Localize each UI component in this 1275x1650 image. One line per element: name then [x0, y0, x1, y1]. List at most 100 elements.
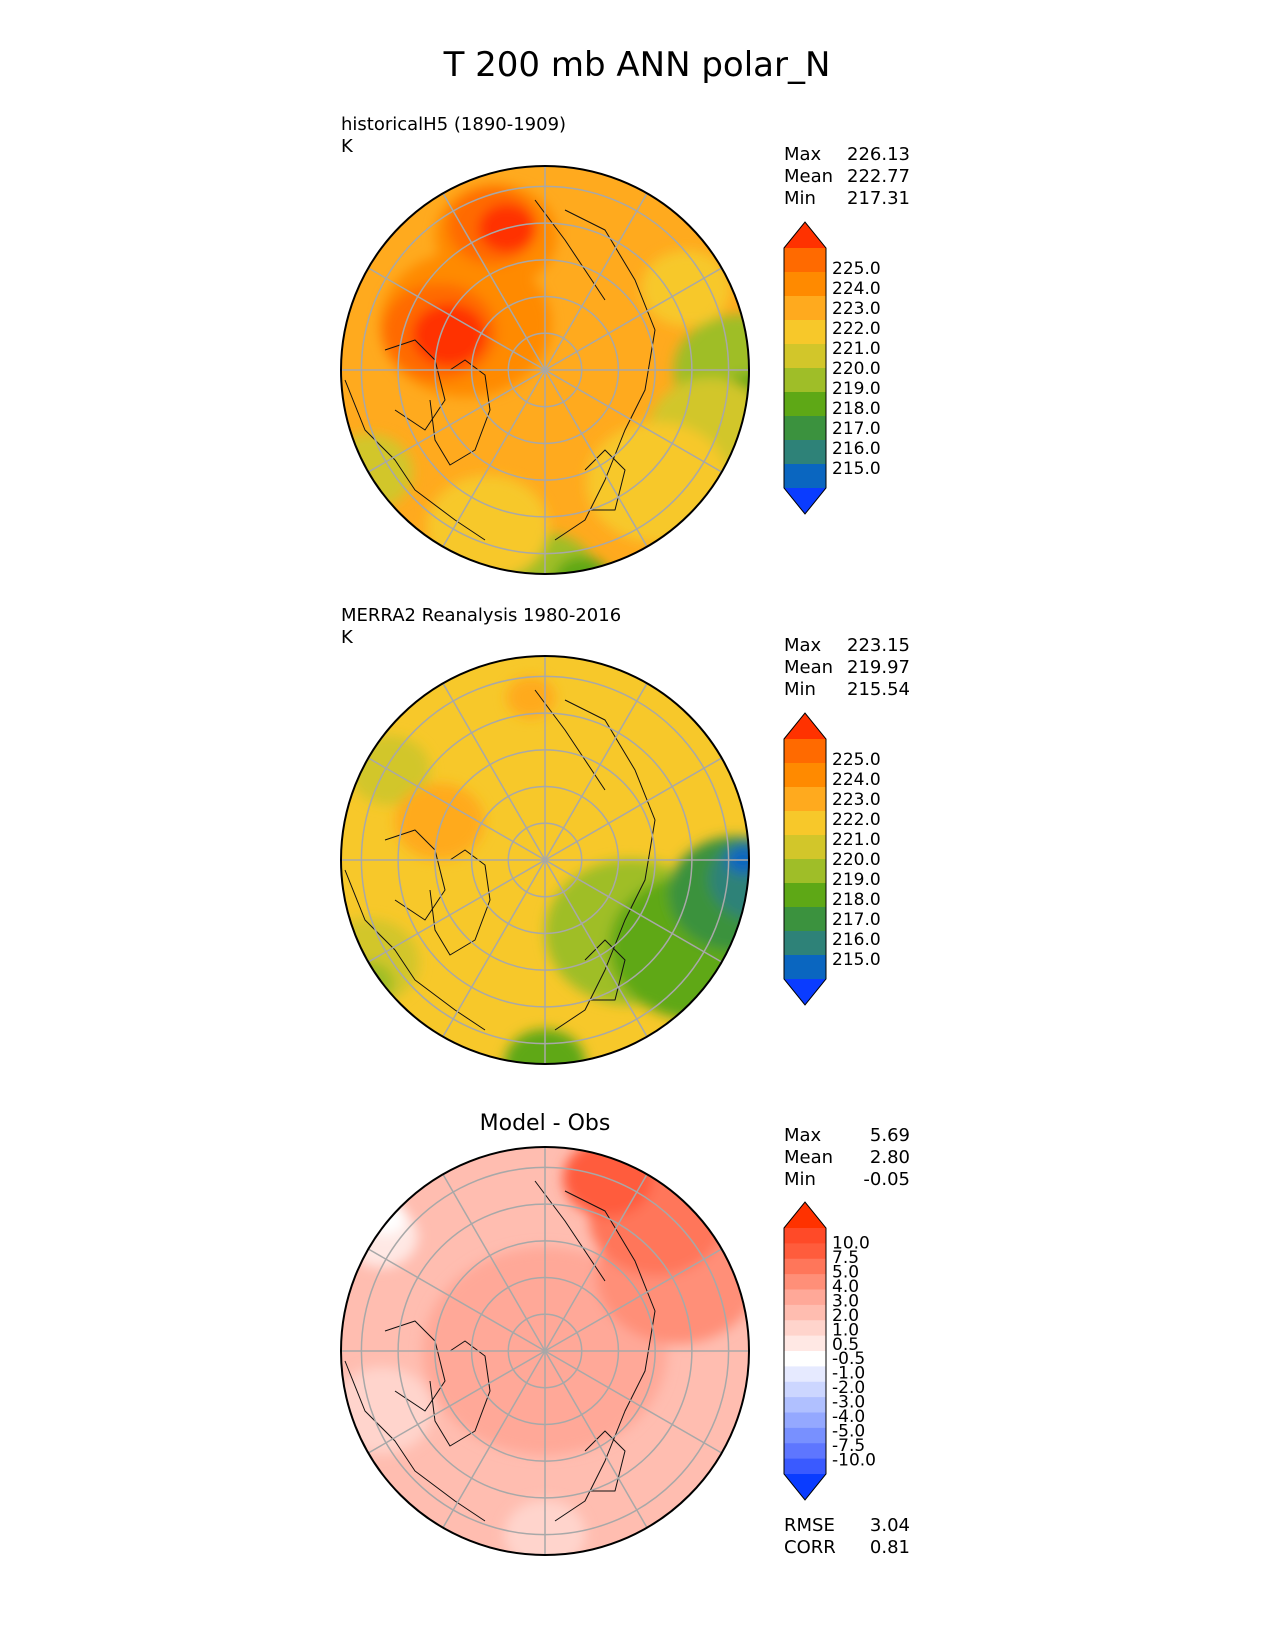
stat-value: 223.15	[847, 635, 910, 656]
colorbar-tick-label: 216.0	[832, 930, 881, 950]
colorbar-segment	[784, 1351, 826, 1367]
colorbar-extend-top	[784, 222, 826, 248]
stat-label: Mean	[784, 166, 833, 187]
colorbar-tick-label: 219.0	[832, 870, 881, 890]
colorbar-tick-label: 217.0	[832, 419, 881, 439]
colorbar-segment	[784, 835, 826, 860]
panel-title: Model - Obs	[480, 1111, 611, 1136]
colorbar-segment	[784, 1366, 826, 1383]
colorbar-tick-label: 225.0	[832, 750, 881, 770]
coastline	[384, 1320, 446, 1412]
colorbar-segment	[784, 440, 826, 465]
map-boundary	[340, 655, 750, 1065]
colorbar-segment	[784, 392, 826, 417]
panel-1: historicalH5 (1890-1909)K Max 226.13 Mean 22…	[340, 114, 910, 575]
colorbar: 10.07.55.04.03.02.01.00.5-0.5-1.0-2.0-3.…	[783, 1201, 876, 1501]
colorbar-tick-label: 224.0	[832, 279, 881, 299]
stat-value: 5.69	[870, 1125, 910, 1146]
colorbar-tick-label: 225.0	[832, 259, 881, 279]
stat-value: 2.80	[870, 1147, 910, 1168]
panel-units: K	[341, 136, 354, 157]
colorbar-segment	[784, 320, 826, 345]
colorbar-extend-bottom	[784, 488, 826, 514]
colorbar-tick-label: 219.0	[832, 379, 881, 399]
coastline	[584, 939, 626, 1001]
colorbar-tick-label: 223.0	[832, 299, 881, 319]
colorbar-tick-label: 223.0	[832, 790, 881, 810]
stat-label: Min	[784, 1169, 816, 1190]
colorbar-tick-label: 2.0	[832, 1306, 859, 1326]
colorbar-segment	[784, 787, 826, 812]
colorbar-segment	[784, 1289, 826, 1306]
meridian	[544, 757, 723, 861]
coastline	[534, 689, 606, 791]
meridian	[544, 1248, 723, 1352]
colorbar-tick-label: 1.0	[832, 1320, 859, 1340]
stat-value: -0.05	[863, 1169, 910, 1190]
colorbar-tick-label: 7.5	[832, 1248, 859, 1268]
colorbar-segment	[784, 1458, 826, 1475]
field-region	[553, 556, 611, 574]
meridian	[544, 682, 648, 861]
colorbar-segment	[784, 248, 826, 273]
meridian	[442, 1350, 546, 1529]
colorbar-segment	[784, 464, 826, 489]
stat-value: 219.97	[847, 657, 910, 678]
meridian	[367, 757, 546, 861]
colorbar-outline	[783, 221, 827, 515]
graticule	[341, 1147, 749, 1555]
field-region	[506, 676, 556, 719]
graticule	[341, 166, 749, 574]
colorbar-tick-label: 221.0	[832, 830, 881, 850]
coastline	[344, 869, 486, 1031]
colorbar-segment	[784, 368, 826, 393]
stat-value: 226.13	[847, 144, 910, 165]
colorbar-extend-bottom	[784, 979, 826, 1005]
colorbar-tick-label: 3.0	[832, 1291, 859, 1311]
colorbar: 225.0224.0223.0222.0221.0220.0219.0218.0…	[783, 221, 881, 515]
colorbar-segment	[784, 811, 826, 836]
colorbar-segment	[784, 1381, 826, 1398]
colorbar-tick-label: 215.0	[832, 459, 881, 479]
colorbar-tick-label: -4.0	[832, 1407, 865, 1427]
colorbar-segment	[784, 416, 826, 441]
colorbar-segment	[784, 1304, 826, 1321]
meridian	[367, 859, 546, 963]
colorbar-segment	[784, 272, 826, 297]
coastline	[384, 339, 446, 431]
figure-title: T 200 mb ANN polar_N	[443, 45, 831, 85]
colorbar-extend-top	[784, 1202, 826, 1228]
meridian	[367, 369, 546, 473]
colorbar-segment	[784, 1228, 826, 1244]
meridian	[544, 267, 723, 371]
colorbar-segment	[784, 1258, 826, 1275]
map-boundary	[340, 165, 750, 575]
stat-label: Min	[784, 188, 816, 209]
meridian	[544, 1350, 723, 1454]
colorbar-tick-label: 10.0	[832, 1233, 870, 1253]
stat-label: Mean	[784, 1147, 833, 1168]
colorbar-tick-label: 217.0	[832, 910, 881, 930]
colorbar-segment	[784, 296, 826, 321]
colorbar-segment	[784, 1443, 826, 1460]
colorbar-segment	[784, 1320, 826, 1337]
coastlines	[344, 199, 656, 541]
error-stat-label: CORR	[784, 1537, 836, 1558]
field-region	[426, 475, 549, 574]
stat-label: Max	[784, 635, 822, 656]
colorbar-segment	[784, 1274, 826, 1290]
field-region	[344, 1205, 418, 1268]
stat-value: 215.54	[847, 679, 910, 700]
meridian	[442, 682, 546, 861]
meridian	[367, 1350, 546, 1454]
colorbar-segment	[784, 931, 826, 956]
colorbar-segment	[784, 1427, 826, 1444]
coastline	[429, 1340, 491, 1447]
panel-units: K	[341, 627, 354, 648]
coastlines	[344, 1180, 656, 1522]
colorbar-segment	[784, 859, 826, 884]
colorbar-segment	[784, 1412, 826, 1429]
colorbar-tick-label: 218.0	[832, 890, 881, 910]
field-region	[394, 783, 485, 860]
